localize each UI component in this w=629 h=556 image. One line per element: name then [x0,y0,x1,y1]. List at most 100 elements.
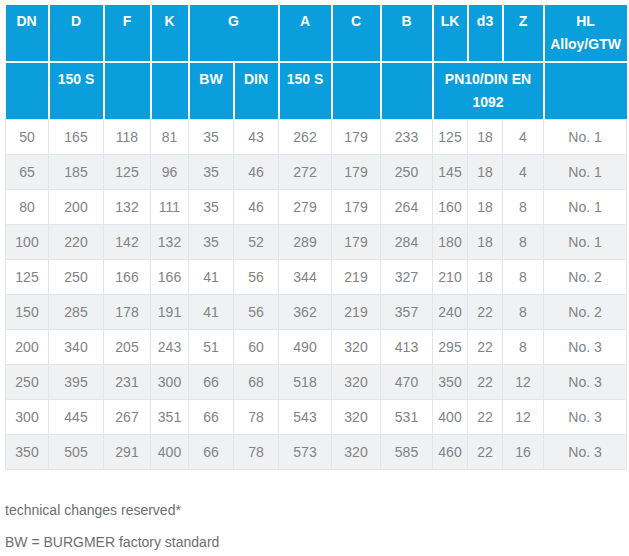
table-cell: 250 [49,259,104,294]
table-cell: 178 [104,294,151,329]
table-cell: 78 [234,399,279,434]
table-cell: 8 [503,294,544,329]
table-cell: 219 [332,259,381,294]
table-cell: 8 [503,259,544,294]
table-cell: 18 [468,154,503,189]
table-cell: 150 [6,294,49,329]
table-cell: 160 [433,189,468,224]
table-cell: 320 [332,434,381,469]
table-row: 2003402052435160490320413295228No. 3 [6,329,627,364]
table-cell: 413 [381,329,433,364]
table-cell: 250 [6,364,49,399]
table-cell: 300 [151,364,189,399]
table-row: 1002201421323552289179284180188No. 1 [6,224,627,259]
page: DN D F K G A C B LK d3 Z HL Alloy/GTW 15… [0,0,629,556]
header-cell-g: G [189,5,279,62]
header-cell-c: C [332,5,381,62]
table-cell: 51 [189,329,234,364]
table-cell: 100 [6,224,49,259]
table-cell: No. 3 [544,399,627,434]
table-cell: 43 [234,119,279,154]
table-cell: 66 [189,364,234,399]
table-cell: 4 [503,119,544,154]
table-cell: 46 [234,154,279,189]
table-row: 1502851781914156362219357240228No. 2 [6,294,627,329]
table-cell: 272 [279,154,332,189]
footnote-bw-definition: BW = BURGMER factory standard [5,533,629,551]
table-cell: 460 [433,434,468,469]
subheader-cell-dn [6,62,49,119]
table-cell: 66 [189,434,234,469]
table-cell: 41 [189,259,234,294]
table-cell: 585 [381,434,433,469]
table-cell: 4 [503,154,544,189]
table-cell: No. 3 [544,434,627,469]
subheader-cell-din: DIN [234,62,279,119]
table-cell: 18 [468,189,503,224]
table-row: 25039523130066685183204703502212No. 3 [6,364,627,399]
table-cell: 250 [381,154,433,189]
table-cell: 81 [151,119,189,154]
table-cell: 65 [6,154,49,189]
table-cell: 400 [151,434,189,469]
table-row: 35050529140066785733205854602216No. 3 [6,434,627,469]
table-cell: 22 [468,364,503,399]
subheader-cell-k [151,62,189,119]
header-cell-dn: DN [6,5,49,62]
table-cell: 60 [234,329,279,364]
table-cell: 185 [49,154,104,189]
table-cell: 320 [332,364,381,399]
table-cell: 231 [104,364,151,399]
table-cell: 210 [433,259,468,294]
subheader-cell-b [381,62,433,119]
table-cell: 243 [151,329,189,364]
table-cell: 165 [49,119,104,154]
table-cell: 166 [151,259,189,294]
table-cell: 68 [234,364,279,399]
header-cell-d: D [49,5,104,62]
table-cell: 35 [189,189,234,224]
table-cell: 400 [433,399,468,434]
table-cell: No. 1 [544,224,627,259]
table-cell: 357 [381,294,433,329]
table-cell: 320 [332,399,381,434]
subheader-cell-c [332,62,381,119]
table-cell: 41 [189,294,234,329]
header-cell-z: Z [503,5,544,62]
table-cell: 56 [234,259,279,294]
table-cell: 470 [381,364,433,399]
table-cell: 96 [151,154,189,189]
table-cell: 285 [49,294,104,329]
table-cell: 220 [49,224,104,259]
header-cell-a: A [279,5,332,62]
table-cell: 18 [468,224,503,259]
table-cell: 8 [503,224,544,259]
table-cell: 289 [279,224,332,259]
table-cell: 35 [189,119,234,154]
table-cell: 142 [104,224,151,259]
subheader-cell-d-150s: 150 S [49,62,104,119]
table-cell: 518 [279,364,332,399]
header-row-1: DN D F K G A C B LK d3 Z HL Alloy/GTW [6,5,627,62]
table-cell: No. 3 [544,364,627,399]
table-cell: 445 [49,399,104,434]
table-cell: 350 [6,434,49,469]
dimensions-table: DN D F K G A C B LK d3 Z HL Alloy/GTW 15… [5,5,627,470]
table-cell: 267 [104,399,151,434]
table-cell: No. 3 [544,329,627,364]
table-cell: 205 [104,329,151,364]
table-cell: No. 1 [544,189,627,224]
table-cell: 505 [49,434,104,469]
table-cell: 219 [332,294,381,329]
table-cell: 264 [381,189,433,224]
table-cell: No. 2 [544,259,627,294]
footnote-technical-changes: technical changes reserved* [5,501,629,519]
table-cell: No. 1 [544,119,627,154]
table-cell: No. 2 [544,294,627,329]
table-row: 50165118813543262179233125184No. 1 [6,119,627,154]
subheader-cell-a-150s: 150 S [279,62,332,119]
table-cell: 240 [433,294,468,329]
table-cell: 291 [104,434,151,469]
table-cell: 573 [279,434,332,469]
table-cell: 118 [104,119,151,154]
